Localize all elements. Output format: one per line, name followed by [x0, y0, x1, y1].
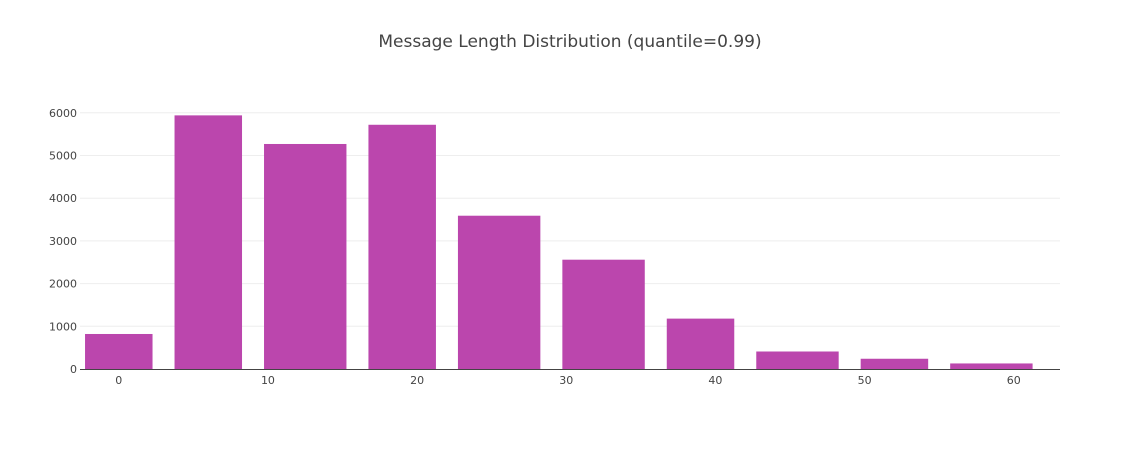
histogram-bar — [85, 333, 153, 369]
x-tick-label: 0 — [115, 374, 122, 387]
histogram-bar — [860, 358, 929, 369]
y-tick-label: 5000 — [49, 150, 77, 163]
histogram-bar — [562, 259, 645, 369]
bars — [85, 115, 1033, 369]
x-tick-label: 40 — [708, 374, 722, 387]
histogram-bar — [666, 318, 735, 369]
y-tick-label: 3000 — [49, 235, 77, 248]
y-tick-label: 6000 — [49, 107, 77, 120]
x-tick-label: 50 — [858, 374, 872, 387]
y-tick-label: 0 — [70, 363, 77, 376]
histogram-bar — [756, 351, 839, 369]
chart-title: Message Length Distribution (quantile=0.… — [378, 32, 762, 52]
x-tick-label: 60 — [1007, 374, 1021, 387]
histogram-bar — [950, 363, 1033, 369]
y-tick-label: 4000 — [49, 192, 77, 205]
histogram-bar — [174, 115, 243, 369]
x-tick-label: 30 — [559, 374, 573, 387]
histogram-bar — [264, 143, 347, 369]
histogram-bar — [368, 124, 436, 369]
x-tick-labels: 0 10 20 30 40 50 60 — [115, 374, 1020, 387]
y-tick-labels: 0 1000 2000 3000 4000 5000 6000 — [49, 107, 77, 376]
y-tick-label: 1000 — [49, 320, 77, 333]
histogram-bar — [457, 215, 541, 369]
x-tick-label: 20 — [410, 374, 424, 387]
y-tick-label: 2000 — [49, 278, 77, 291]
x-tick-label: 10 — [261, 374, 275, 387]
